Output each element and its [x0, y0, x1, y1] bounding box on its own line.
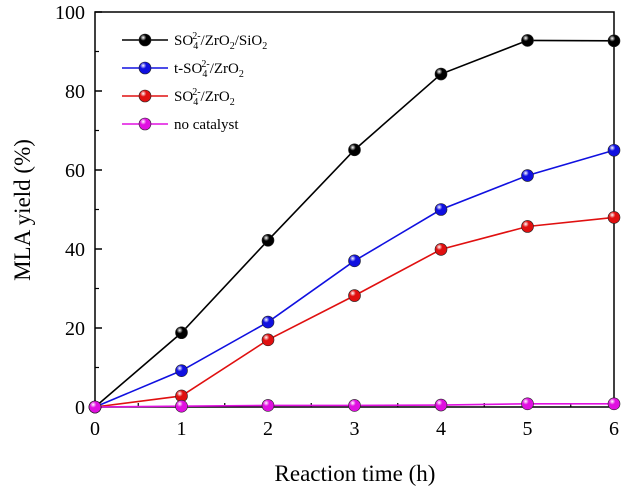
series-layer [88, 34, 621, 414]
y-tick-label: 20 [65, 318, 85, 340]
data-point [521, 169, 534, 182]
x-tick-label: 2 [263, 418, 273, 440]
data-point [261, 399, 275, 412]
y-tick-label: 40 [65, 239, 85, 261]
x-tick-label: 1 [177, 418, 187, 440]
data-point [521, 397, 534, 411]
data-point [434, 398, 448, 412]
data-point [521, 34, 534, 47]
legend-marker [138, 33, 152, 47]
x-tick-label: 6 [609, 418, 619, 440]
data-point [434, 243, 448, 256]
series-line [94, 216, 615, 408]
y-tick-label: 80 [65, 81, 85, 103]
legend-label: SO42-/ZrO2 [174, 87, 235, 108]
data-point [434, 203, 448, 216]
legend-label: no catalyst [174, 117, 239, 133]
data-point [175, 364, 188, 377]
series-line [94, 39, 615, 408]
data-point [88, 400, 102, 414]
data-point [607, 397, 621, 411]
x-tick-label: 3 [350, 418, 360, 440]
data-point [175, 326, 188, 340]
series-line [94, 149, 615, 408]
data-point [607, 211, 621, 224]
legend: SO42-/ZrO2/SiO2 t-SO42-/ZrO2 SO42-/ZrO2 no … [122, 31, 267, 133]
plot-frame [94, 11, 615, 408]
data-point [348, 289, 361, 302]
data-point [607, 143, 621, 157]
x-tick-label: 4 [436, 418, 446, 440]
data-point [348, 143, 361, 157]
data-point [607, 34, 621, 48]
data-point [261, 315, 275, 329]
x-tick-label: 0 [90, 418, 100, 440]
legend-marker [138, 61, 152, 75]
x-axis-title: Reaction time (h) [275, 461, 436, 486]
data-point [261, 333, 275, 347]
x-tick-label: 5 [523, 418, 533, 440]
legend-marker [138, 89, 152, 103]
data-point [521, 220, 534, 233]
legend-label: SO42-/ZrO2/SiO2 [174, 31, 267, 52]
data-point [348, 399, 361, 412]
y-tick-label: 60 [65, 160, 85, 182]
data-point [348, 254, 361, 268]
data-point [175, 399, 188, 413]
legend-marker [138, 117, 152, 131]
data-point [434, 67, 448, 81]
y-tick-label: 0 [75, 397, 85, 419]
legend-label: t-SO42-/ZrO2 [174, 59, 244, 80]
y-axis-title: MLA yield (%) [10, 139, 35, 281]
data-point [261, 234, 275, 247]
y-tick-label: 100 [55, 2, 85, 24]
